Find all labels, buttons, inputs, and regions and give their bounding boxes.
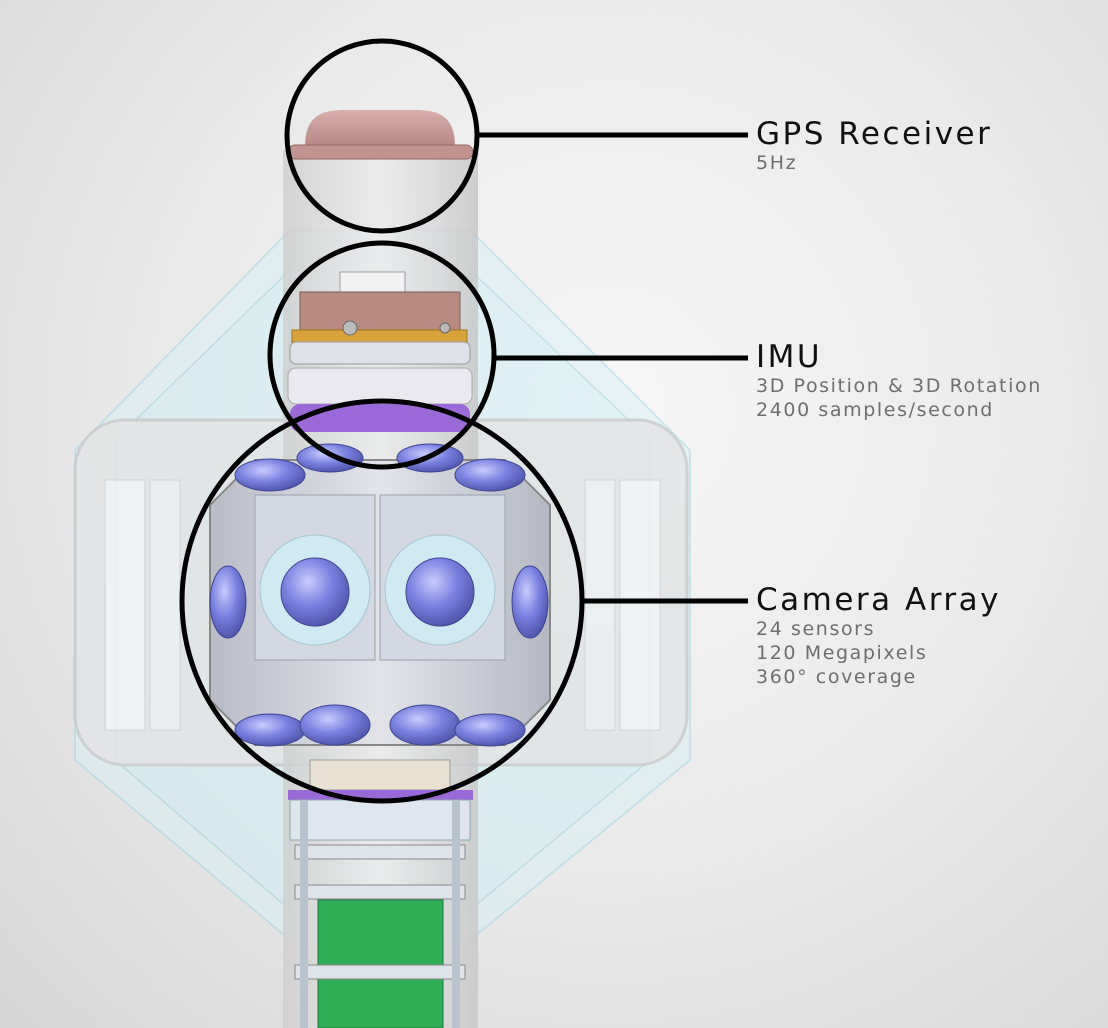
imu-detail: 2400 samples/second — [756, 399, 994, 421]
camera-body — [209, 443, 551, 747]
camera-detail: 24 sensors — [756, 618, 876, 640]
imu-callout: IMU 3D Position & 3D Rotation 2400 sampl… — [756, 340, 1042, 422]
imu-highlight-circle — [267, 240, 497, 470]
camera-title: Camera Array — [756, 582, 1002, 618]
camera-detail: 120 Megapixels — [756, 642, 928, 664]
lens — [454, 458, 526, 492]
lens — [234, 713, 306, 747]
gps-callout: GPS Receiver 5Hz — [756, 117, 992, 175]
lens — [405, 557, 475, 627]
imu-title: IMU — [756, 339, 823, 375]
imu-unit — [287, 271, 473, 432]
lens — [389, 704, 461, 746]
lens — [209, 565, 247, 639]
lens — [454, 713, 526, 747]
gps-detail: 5Hz — [756, 152, 798, 174]
camera-detail: 360° coverage — [756, 666, 917, 688]
lens — [280, 557, 350, 627]
lens — [299, 704, 371, 746]
lens — [296, 443, 364, 473]
gps-title: GPS Receiver — [756, 116, 993, 152]
gps-dome — [287, 110, 474, 160]
lens — [234, 458, 306, 492]
imu-detail: 3D Position & 3D Rotation — [756, 375, 1042, 397]
lens — [511, 565, 549, 639]
camera-callout: Camera Array 24 sensors 120 Megapixels 3… — [756, 583, 1001, 689]
